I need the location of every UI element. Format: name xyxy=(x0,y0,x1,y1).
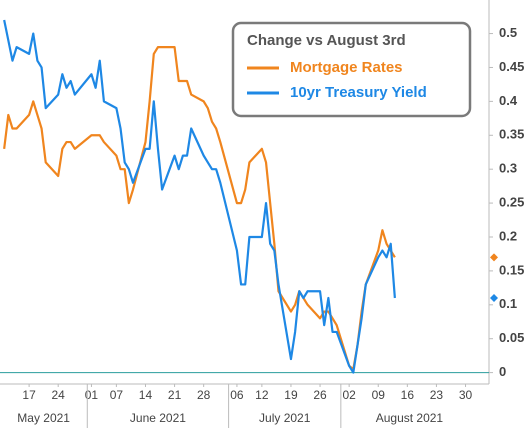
x-tick-label: 02 xyxy=(342,388,356,402)
y-tick-label: 0.3 xyxy=(499,161,517,176)
series-line xyxy=(3,46,396,371)
x-tick-label: 23 xyxy=(430,388,444,402)
y-tick-label: 0.45 xyxy=(499,59,524,74)
legend-label: Mortgage Rates xyxy=(290,59,403,76)
x-group-label: August 2021 xyxy=(376,411,444,425)
x-group-label: June 2021 xyxy=(130,411,186,425)
x-group-label: July 2021 xyxy=(259,411,311,425)
last-value-marker xyxy=(490,294,498,303)
x-tick-label: 09 xyxy=(372,388,386,402)
y-tick-label: 0.5 xyxy=(499,25,517,40)
x-tick-label: 24 xyxy=(52,388,66,402)
legend-title: Change vs August 3rd xyxy=(247,32,406,49)
x-tick-label: 01 xyxy=(85,388,99,402)
x-tick-label: 06 xyxy=(230,388,244,402)
series-line xyxy=(3,19,396,374)
y-tick-label: 0.15 xyxy=(499,262,524,277)
legend-label: 10yr Treasury Yield xyxy=(290,84,427,101)
y-tick-label: 0 xyxy=(499,364,506,379)
y-tick-label: 0.25 xyxy=(499,195,524,210)
x-tick-label: 16 xyxy=(401,388,415,402)
y-tick-label: 0.1 xyxy=(499,296,517,311)
y-tick-label: 0.05 xyxy=(499,330,524,345)
x-tick-label: 19 xyxy=(284,388,298,402)
x-group-label: May 2021 xyxy=(17,411,70,425)
x-tick-label: 28 xyxy=(197,388,211,402)
x-tick-label: 12 xyxy=(255,388,269,402)
y-tick-label: 0.4 xyxy=(499,93,518,108)
legend-box xyxy=(231,21,472,118)
x-tick-label: 26 xyxy=(313,388,327,402)
x-tick-label: 30 xyxy=(459,388,473,402)
y-tick-label: 0.35 xyxy=(499,127,524,142)
x-tick-label: 21 xyxy=(168,388,182,402)
last-value-marker xyxy=(490,253,498,262)
y-tick-label: 0.2 xyxy=(499,228,517,243)
x-tick-label: 17 xyxy=(22,388,36,402)
x-tick-label: 14 xyxy=(139,388,153,402)
x-tick-label: 07 xyxy=(110,388,124,402)
